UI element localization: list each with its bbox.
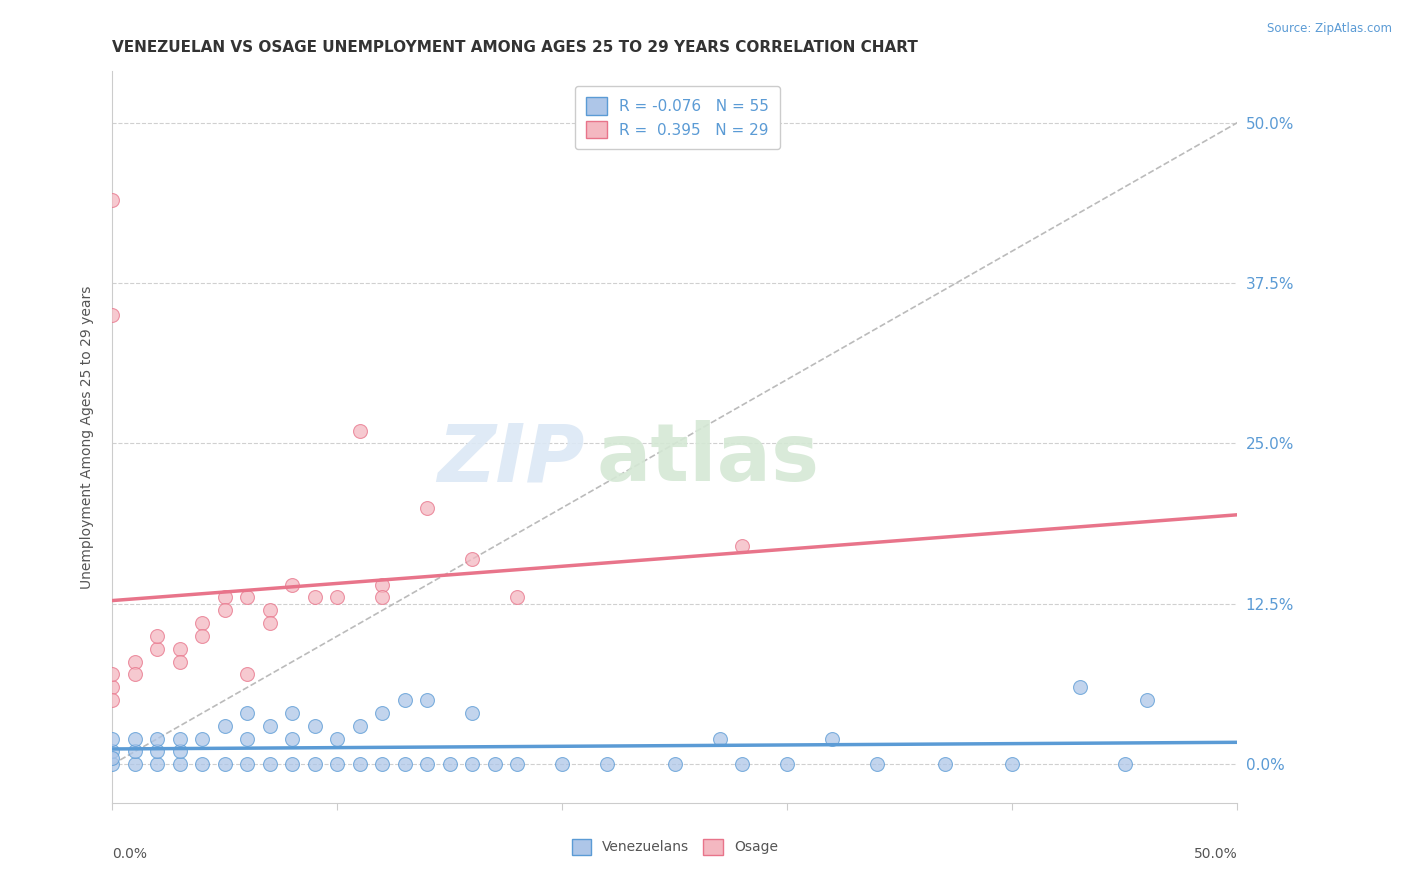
Text: 50.0%: 50.0% [1194,847,1237,861]
Point [214,757,236,772]
Point [101,757,124,772]
Point [169,655,191,669]
Point [506,757,529,772]
Point [281,577,304,591]
Point [551,757,574,772]
Point [214,719,236,733]
Point [169,744,191,758]
Point [146,744,169,758]
Point [169,757,191,772]
Point [349,424,371,438]
Point [101,751,124,765]
Point [259,757,281,772]
Point [281,757,304,772]
Point [304,757,326,772]
Point [101,681,124,695]
Point [101,744,124,758]
Point [371,577,394,591]
Point [934,757,956,772]
Point [394,693,416,707]
Point [1114,757,1136,772]
Point [101,667,124,681]
Point [484,757,506,772]
Point [214,591,236,605]
Point [394,757,416,772]
Point [124,757,146,772]
Point [416,693,439,707]
Point [214,603,236,617]
Point [169,731,191,746]
Point [259,603,281,617]
Point [169,641,191,656]
Text: Source: ZipAtlas.com: Source: ZipAtlas.com [1267,22,1392,36]
Point [191,731,214,746]
Legend: Venezuelans, Osage: Venezuelans, Osage [565,831,785,862]
Point [191,757,214,772]
Point [461,552,484,566]
Point [101,693,124,707]
Point [236,757,259,772]
Point [236,706,259,720]
Point [1136,693,1159,707]
Y-axis label: Unemployment Among Ages 25 to 29 years: Unemployment Among Ages 25 to 29 years [80,285,94,589]
Point [259,616,281,631]
Text: VENEZUELAN VS OSAGE UNEMPLOYMENT AMONG AGES 25 TO 29 YEARS CORRELATION CHART: VENEZUELAN VS OSAGE UNEMPLOYMENT AMONG A… [112,40,918,55]
Point [371,757,394,772]
Point [461,706,484,720]
Point [596,757,619,772]
Point [146,757,169,772]
Point [416,500,439,515]
Point [124,731,146,746]
Point [371,706,394,720]
Point [191,616,214,631]
Point [236,731,259,746]
Point [821,731,844,746]
Point [349,757,371,772]
Point [326,757,349,772]
Point [101,308,124,322]
Point [259,719,281,733]
Point [326,591,349,605]
Point [146,641,169,656]
Point [439,757,461,772]
Point [101,193,124,207]
Point [664,757,686,772]
Point [101,731,124,746]
Point [236,667,259,681]
Point [776,757,799,772]
Point [236,591,259,605]
Point [1069,681,1091,695]
Text: ZIP: ZIP [437,420,585,498]
Point [731,757,754,772]
Point [124,667,146,681]
Point [349,719,371,733]
Point [461,757,484,772]
Point [304,719,326,733]
Point [371,591,394,605]
Point [709,731,731,746]
Point [326,731,349,746]
Point [281,706,304,720]
Point [124,655,146,669]
Text: 0.0%: 0.0% [112,847,148,861]
Point [281,731,304,746]
Text: atlas: atlas [596,420,820,498]
Point [506,591,529,605]
Point [1001,757,1024,772]
Point [731,539,754,553]
Point [146,629,169,643]
Point [124,744,146,758]
Point [304,591,326,605]
Point [146,731,169,746]
Point [866,757,889,772]
Point [191,629,214,643]
Point [416,757,439,772]
